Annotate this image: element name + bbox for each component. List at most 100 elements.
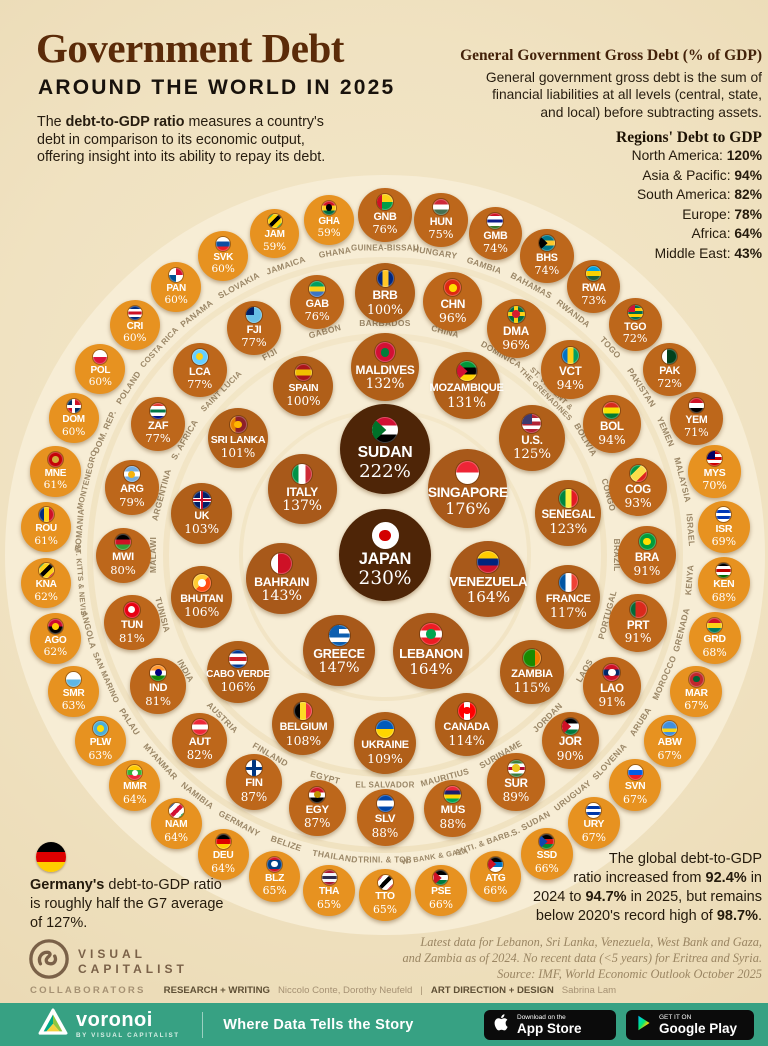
bubble-ukraine: UKRAINE 109% [353,711,417,775]
country-name: CHN [440,297,466,312]
country-flag-icon [267,214,282,229]
flag-detail [246,766,262,770]
flag-detail [379,529,391,542]
art-direction-names: Sabrina Lam [561,985,617,996]
bubble-bra: BRA 91% [618,526,676,584]
region-label: Europe: [682,206,735,222]
country-name: JAPAN [358,550,412,569]
country-flag-icon [229,416,247,434]
country-name: LEBANON [399,646,463,662]
flag-detail [561,718,572,736]
debt-value: 61% [34,534,58,547]
country-flag-icon [229,650,248,669]
debt-value: 164% [466,587,511,606]
country-flag-icon [539,834,555,850]
country-name: RWA [581,282,606,295]
debt-value: 143% [261,588,302,605]
bubble-brb: BRB 100% [355,263,415,323]
bubble-mus: MUS 88% [424,779,482,837]
flag-detail [128,470,136,478]
debt-value: 88% [371,825,399,840]
bubble-mozambique: MOZAMBIQUE 131% [429,351,504,420]
country-flag-icon [432,198,449,215]
country-name: FJI [246,324,262,337]
debt-value: 77% [187,376,213,391]
bubble-vct: VCT 94% [541,340,600,399]
country-name: COG [625,482,651,496]
intro-text: The debt-to-GDP ratio measures a country… [37,114,326,166]
debt-value: 64% [211,861,236,875]
bubble-dom: DOM 60% [48,393,99,444]
debt-value: 75% [428,227,454,241]
country-name: HUN [429,215,453,228]
debt-value: 114% [448,732,485,748]
country-name: ZAF [147,419,169,432]
country-name: UK [194,509,210,522]
bubble-mys: MYS 70% [688,445,741,498]
flag-detail [131,769,139,777]
country-flag-icon [309,786,326,803]
country-flag-icon [419,623,442,646]
bubble-dma: DMA 96% [486,298,546,358]
googleplay-button[interactable]: GET IT ON Google Play [626,1010,754,1040]
country-name: LAO [600,681,624,695]
bubble-tto: TTO 65% [359,869,411,921]
country-name: ITALY [286,484,318,499]
country-flag-icon [150,402,167,419]
country-name: DEU [212,850,234,862]
country-flag-icon [294,701,313,720]
country-name: FRANCE [545,593,591,606]
country-flag-icon [47,451,63,467]
country-name: KNA [35,579,57,591]
country-name: MALDIVES [355,363,415,378]
flag-detail [512,310,520,318]
googleplay-small-text: GET IT ON [659,1013,692,1021]
appstore-button[interactable]: Download on the App Store [484,1010,616,1040]
bubble-gha: GHA 59% [304,194,354,245]
debt-value: 137% [282,498,322,515]
country-name: PSE [431,886,451,898]
country-name: GREECE [313,646,365,661]
bubble-jor: JOR 90% [541,711,599,769]
bubble-fji: FJI 77% [226,300,282,356]
bubble-ken: KEN 68% [697,557,750,610]
flag-detail [707,451,715,460]
country-name: MOZAMBIQUE [429,382,504,395]
country-flag-icon [115,533,131,550]
research-writing-names: Niccolo Conte, Dorothy Neufeld [278,985,413,996]
country-flag-icon [246,760,262,777]
bubble-bhs: BHS 74% [520,229,574,283]
debt-value: 81% [145,694,171,709]
country-name: GNB [373,211,397,224]
debt-value: 59% [317,226,341,239]
debt-value: 60% [123,331,147,344]
country-flag-icon [375,342,395,363]
region-row: South America: 82% [632,187,762,204]
country-name: LCA [188,365,211,378]
debt-value: 61% [43,479,68,492]
country-name: SVN [624,781,646,793]
region-value: 94% [734,167,762,183]
country-flag-icon [707,451,723,467]
bubble-bhutan: BHUTAN 106% [170,566,233,628]
bubble-prt: PRT 91% [609,593,667,652]
country-name: SVK [213,251,233,263]
bubble-abw: ABW 67% [643,715,696,767]
region-label: Africa: [691,226,735,242]
collaborators-label: COLLABORATORS [30,985,146,996]
flag-detail [192,498,211,501]
region-value: 43% [734,245,762,261]
country-flag-icon [215,834,231,850]
country-name: ARG [120,483,144,496]
flag-detail [377,194,383,211]
bubble-pan: PAN 60% [151,261,202,312]
debt-value: 79% [119,495,145,510]
country-name: BRB [372,288,398,303]
bubble-france: FRANCE 117% [536,564,601,629]
region-row: Middle East: 43% [632,246,762,263]
debt-value: 87% [240,789,268,804]
country-flag-icon [372,416,398,443]
country-name: PAN [166,282,186,294]
country-name: PAK [659,364,680,377]
debt-value: 73% [581,294,607,308]
